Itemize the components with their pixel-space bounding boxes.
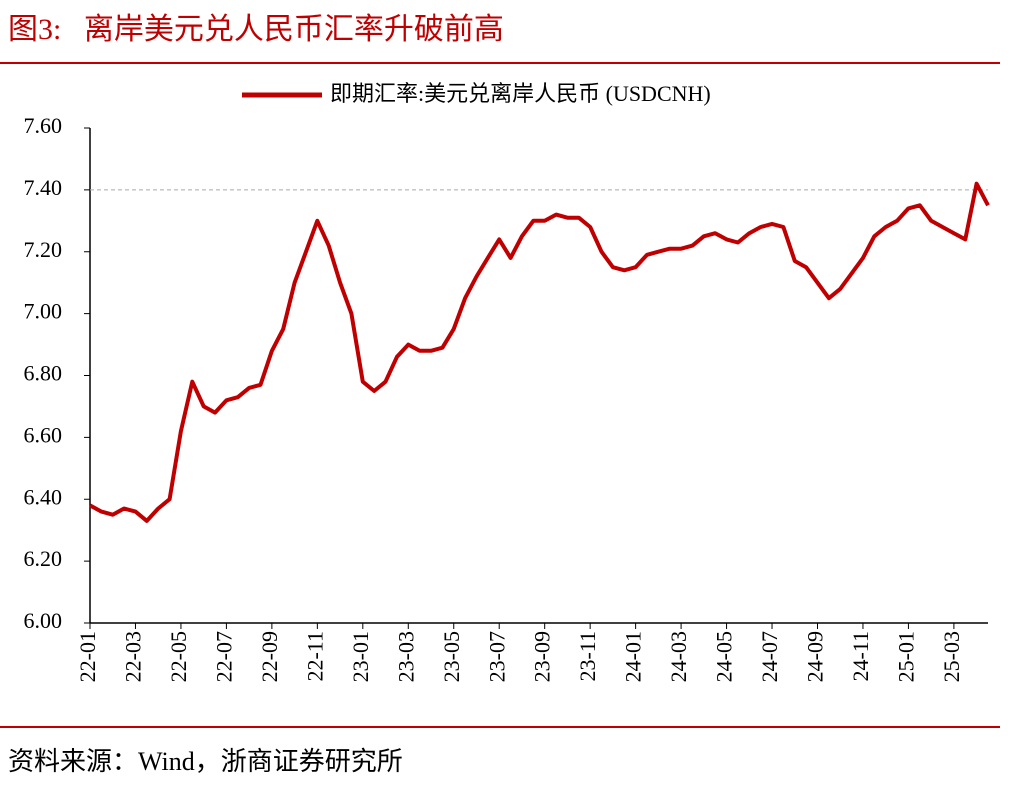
x-tick-label: 24-09 bbox=[803, 631, 828, 682]
y-tick-label: 6.40 bbox=[24, 484, 63, 509]
x-tick-label: 22-03 bbox=[121, 631, 146, 682]
y-tick-label: 7.40 bbox=[24, 175, 63, 200]
x-tick-label: 23-11 bbox=[575, 631, 600, 682]
chart-title: 图3: 离岸美元兑人民币汇率升破前高 bbox=[8, 13, 504, 46]
x-tick-label: 22-11 bbox=[302, 631, 327, 682]
y-tick-label: 7.60 bbox=[24, 113, 63, 138]
x-tick-label: 23-01 bbox=[348, 631, 373, 682]
data-line bbox=[89, 181, 990, 523]
source-note: 资料来源：Wind，浙商证券研究所 bbox=[8, 747, 403, 776]
legend-label: 即期汇率:美元兑离岸人民币 (USDCNH) bbox=[330, 81, 711, 106]
y-tick-label: 6.20 bbox=[24, 546, 63, 571]
x-tick-label: 22-09 bbox=[257, 631, 282, 682]
x-tick-label: 24-01 bbox=[621, 631, 646, 682]
x-tick-label: 24-03 bbox=[666, 631, 691, 682]
y-tick-label: 6.60 bbox=[24, 422, 63, 447]
x-tick-label: 22-01 bbox=[75, 631, 100, 682]
x-tick-label: 24-05 bbox=[712, 631, 737, 682]
x-tick-label: 23-07 bbox=[484, 631, 509, 682]
x-tick-label: 23-05 bbox=[439, 631, 464, 682]
x-tick-label: 22-07 bbox=[211, 631, 236, 682]
x-tick-label: 23-03 bbox=[393, 631, 418, 682]
y-tick-label: 7.00 bbox=[24, 299, 63, 324]
x-tick-label: 22-05 bbox=[166, 631, 191, 682]
y-tick-label: 7.20 bbox=[24, 237, 63, 262]
x-tick-label: 24-07 bbox=[757, 631, 782, 682]
x-tick-label: 23-09 bbox=[530, 631, 555, 682]
x-tick-label: 25-01 bbox=[893, 631, 918, 682]
y-tick-label: 6.80 bbox=[24, 361, 63, 386]
y-tick-label: 6.00 bbox=[24, 608, 63, 633]
x-tick-label: 25-03 bbox=[939, 631, 964, 682]
x-tick-label: 24-11 bbox=[848, 631, 873, 682]
